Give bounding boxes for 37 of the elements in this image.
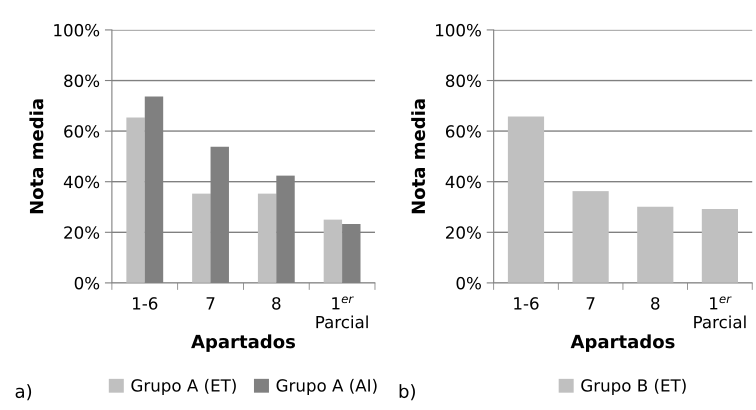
bar bbox=[508, 116, 544, 283]
bar bbox=[126, 117, 145, 283]
x-tick-label: 1-6 bbox=[132, 297, 158, 310]
bar bbox=[702, 209, 738, 283]
x-tick-label: 1$^{er}$ Parcial bbox=[694, 296, 746, 328]
legend-label: Grupo A (ET) bbox=[131, 378, 236, 395]
y-tick-label: 80% bbox=[446, 74, 481, 88]
y-tick-label: 80% bbox=[64, 74, 100, 88]
x-tick-label: 7 bbox=[586, 297, 595, 310]
y-tick-label: 20% bbox=[446, 226, 481, 239]
x-tick-label: 8 bbox=[272, 297, 280, 310]
y-tick-label: 100% bbox=[436, 24, 481, 36]
bar bbox=[572, 191, 609, 283]
y-axis-title: Nota media bbox=[411, 99, 426, 214]
x-tick-label: 7 bbox=[206, 297, 214, 310]
bar bbox=[192, 194, 211, 283]
x-tick-label: 8 bbox=[651, 297, 660, 310]
y-tick-label: 60% bbox=[64, 125, 100, 138]
x-tick-label: 1-6 bbox=[514, 297, 539, 310]
y-axis-title: Nota media bbox=[29, 99, 44, 214]
bar bbox=[637, 206, 674, 283]
x-axis-title: Apartados bbox=[191, 334, 296, 352]
x-axis-title: Apartados bbox=[570, 334, 675, 352]
text: a) bbox=[16, 384, 32, 400]
y-tick-label: 40% bbox=[64, 176, 100, 188]
y-tick-label: 100% bbox=[54, 24, 100, 36]
text: b) bbox=[400, 384, 415, 400]
bar bbox=[258, 194, 276, 283]
x-tick-label: 1$^{er}$ Parcial bbox=[316, 296, 368, 328]
legend-label: Grupo A (AI) bbox=[276, 378, 377, 395]
y-tick-label: 20% bbox=[64, 226, 100, 239]
y-tick-label: 40% bbox=[446, 176, 481, 188]
legend-label: Grupo B (ET) bbox=[581, 378, 686, 395]
y-tick-label: 60% bbox=[446, 125, 481, 138]
y-tick-label: 0% bbox=[456, 276, 481, 290]
y-tick-label: 0% bbox=[74, 276, 100, 290]
bar bbox=[324, 220, 342, 283]
